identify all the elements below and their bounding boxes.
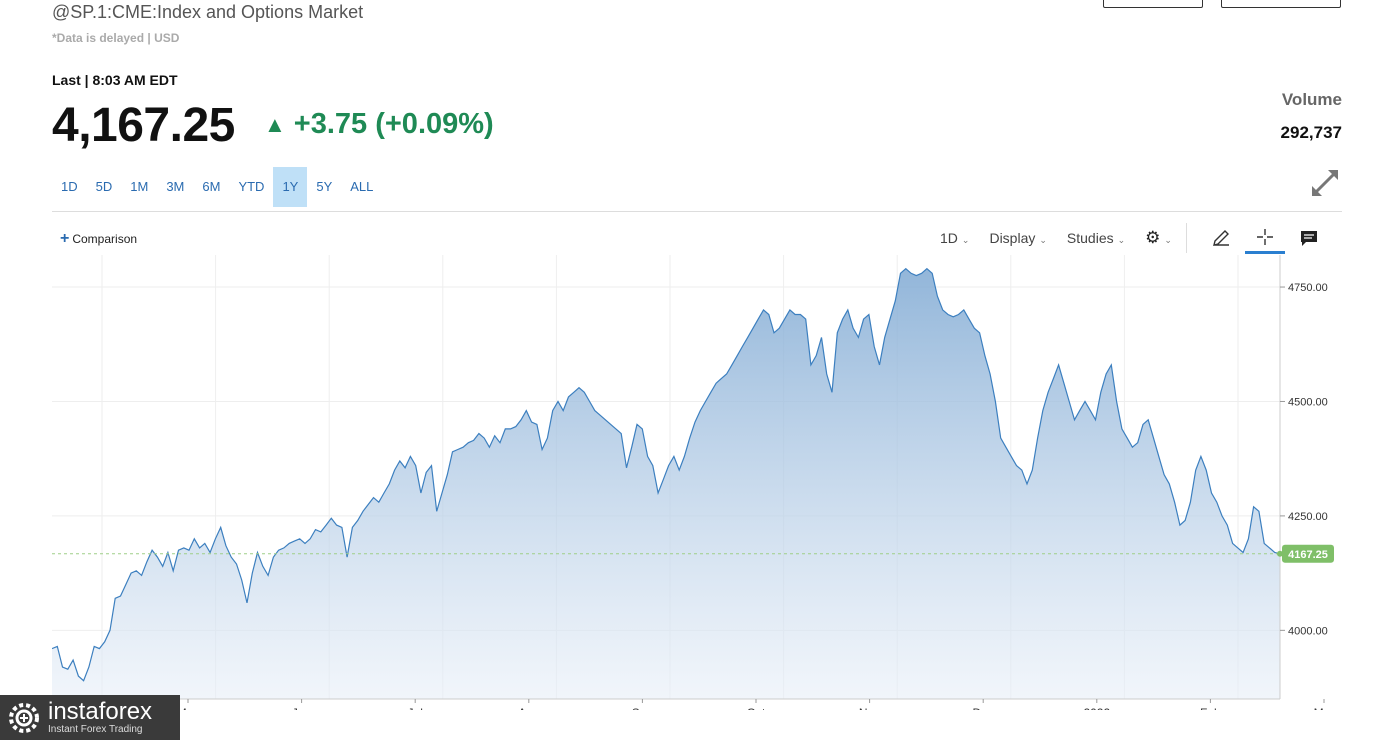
display-label: Display bbox=[989, 230, 1036, 246]
top-button-1[interactable] bbox=[1103, 0, 1203, 8]
range-1m[interactable]: 1M bbox=[130, 179, 149, 194]
watermark-tagline: Instant Forex Trading bbox=[48, 724, 143, 735]
comparison-button[interactable]: + Comparison bbox=[60, 230, 137, 248]
x-tick-label: Mar bbox=[1314, 706, 1335, 710]
x-tick-label: Jun bbox=[292, 706, 311, 710]
last-price-dot bbox=[1277, 550, 1283, 557]
range-6m[interactable]: 6M bbox=[202, 179, 221, 194]
x-tick-label: Jul bbox=[408, 706, 423, 710]
range-5y[interactable]: 5Y bbox=[316, 179, 333, 194]
y-tick-label: 4500.00 bbox=[1288, 396, 1328, 408]
range-selector: 1D 5D 1M 3M 6M YTD 1Y 5Y ALL bbox=[52, 167, 382, 207]
interval-dropdown[interactable]: 1D ⌄ bbox=[940, 230, 969, 246]
x-tick-label: Feb bbox=[1200, 706, 1221, 710]
comparison-label: Comparison bbox=[72, 232, 138, 246]
price-area bbox=[52, 268, 1280, 699]
chevron-down-icon: ⌄ bbox=[1039, 235, 1047, 245]
studies-label: Studies bbox=[1066, 230, 1114, 246]
toolbar-separator bbox=[1185, 223, 1187, 253]
comment-icon[interactable] bbox=[1289, 222, 1329, 254]
y-tick-label: 4000.00 bbox=[1288, 625, 1328, 637]
price-change-value: +3.75 (+0.09%) bbox=[293, 108, 494, 140]
volume-label: Volume bbox=[1281, 90, 1342, 109]
volume-block: Volume 292,737 bbox=[1281, 90, 1342, 143]
chevron-down-icon: ⌄ bbox=[961, 235, 970, 245]
price-change: ▲ +3.75 (+0.09%) bbox=[264, 108, 494, 141]
divider bbox=[52, 211, 1342, 212]
studies-dropdown[interactable]: Studies ⌄ bbox=[1067, 230, 1125, 246]
chart-toolbar: 1D ⌄ Display ⌄ Studies ⌄ ⚙ ⌄ bbox=[940, 222, 1333, 254]
watermark-brand: instaforex bbox=[48, 698, 153, 725]
settings-dropdown[interactable]: ⚙ ⌄ bbox=[1145, 228, 1172, 248]
y-tick-label: 4750.00 bbox=[1288, 282, 1328, 294]
price-chart[interactable]: 4750.00 4500.00 4250.00 4000.00 May Jun Jul Aug… bbox=[52, 255, 1342, 710]
up-arrow-icon: ▲ bbox=[264, 111, 286, 137]
range-all[interactable]: ALL bbox=[350, 179, 374, 194]
last-price-tag bbox=[1282, 544, 1334, 563]
range-3m[interactable]: 3M bbox=[166, 179, 185, 194]
last-price-label: 4167.25 bbox=[1288, 549, 1328, 561]
x-tick-label: Nov bbox=[859, 706, 880, 710]
price-line bbox=[52, 267, 1281, 682]
x-tick-label: Sep bbox=[632, 706, 654, 710]
range-ytd[interactable]: YTD bbox=[238, 179, 265, 194]
chevron-down-icon: ⌄ bbox=[1117, 235, 1126, 245]
gear-icon: ⚙ bbox=[1145, 228, 1161, 247]
range-1y[interactable]: 1Y bbox=[273, 167, 308, 207]
instaforex-watermark: instaforex Instant Forex Trading bbox=[0, 695, 180, 740]
last-updated: Last | 8:03 AM EDT bbox=[52, 72, 178, 88]
display-dropdown[interactable]: Display ⌄ bbox=[989, 230, 1046, 246]
plus-icon: + bbox=[60, 230, 70, 247]
interval-label: 1D bbox=[940, 230, 958, 246]
x-tick-label: 2022 bbox=[1083, 706, 1110, 710]
chevron-down-icon: ⌄ bbox=[1164, 235, 1172, 245]
expand-icon[interactable] bbox=[1308, 166, 1342, 200]
page-title: @SP.1:CME:Index and Options Market bbox=[52, 2, 364, 22]
volume-value: 292,737 bbox=[1280, 123, 1342, 142]
x-tick-label: Dec bbox=[973, 706, 994, 710]
gear-logo-icon bbox=[9, 702, 39, 733]
last-price: 4,167.25 bbox=[52, 99, 235, 152]
y-tick-label: 4250.00 bbox=[1288, 511, 1328, 523]
x-tick-label: Oct bbox=[747, 706, 766, 710]
x-tick-label: Aug bbox=[518, 706, 539, 710]
top-button-2[interactable] bbox=[1221, 0, 1341, 8]
pencil-icon[interactable] bbox=[1201, 222, 1241, 254]
range-5d[interactable]: 5D bbox=[95, 179, 113, 194]
crosshair-icon[interactable] bbox=[1244, 222, 1285, 254]
x-tick-label: May bbox=[177, 706, 200, 710]
delay-note: *Data is delayed | USD bbox=[52, 31, 180, 45]
range-1d[interactable]: 1D bbox=[61, 179, 78, 194]
